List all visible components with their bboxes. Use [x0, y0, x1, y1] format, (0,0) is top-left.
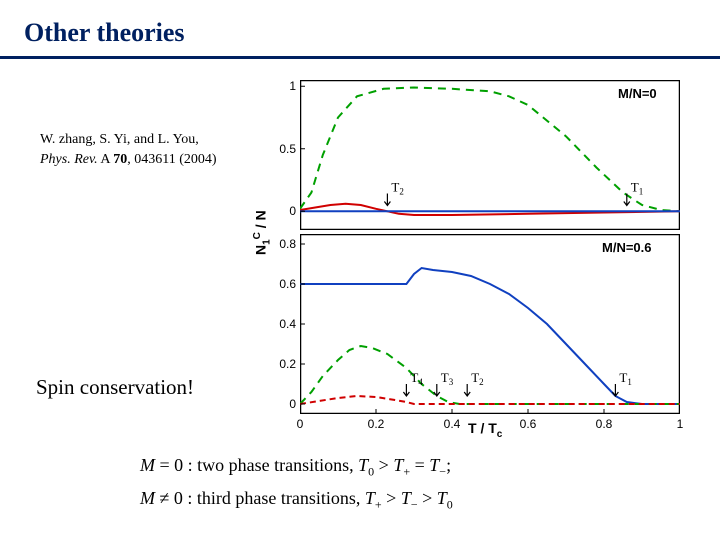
xlabel-pre: T / T — [468, 420, 497, 436]
xtick-label: 0 — [290, 417, 310, 431]
xtick-label: 0.2 — [366, 417, 386, 431]
mn-label-top: M/N=0 — [618, 86, 657, 101]
eq1-eq: = — [410, 455, 429, 475]
eq2-T0: T — [437, 488, 447, 508]
eq1-semi: ; — [446, 455, 451, 475]
eq2-gt1: > — [382, 488, 401, 508]
eq2-T0-sub: 0 — [447, 497, 453, 511]
slide-title: Other theories — [24, 18, 185, 48]
eq2-Tm: T — [401, 488, 411, 508]
ytick-label: 0.6 — [272, 277, 296, 291]
xtick-label: 0.4 — [442, 417, 462, 431]
equation-line-1: M = 0 : two phase transitions, T0 > T+ =… — [140, 455, 453, 480]
xtick-label: 0.8 — [594, 417, 614, 431]
eq1-gt1: > — [374, 455, 393, 475]
citation-authors: W. zhang, S. Yi, and L. You, — [40, 132, 199, 147]
equation-line-2: M ≠ 0 : third phase transitions, T+ > T−… — [140, 488, 453, 513]
citation-rest2: , 043611 (2004) — [127, 152, 216, 167]
eq1-T0: T — [358, 455, 368, 475]
svg-text:T2: T2 — [471, 370, 483, 387]
ytick-label: 0.2 — [272, 357, 296, 371]
svg-text:T4: T4 — [410, 370, 423, 387]
eq2-Tm-sub: − — [411, 497, 418, 511]
eq2-M: M — [140, 488, 155, 508]
svg-text:T1: T1 — [619, 370, 631, 387]
eq1-text: = 0 : two phase transitions, — [155, 455, 358, 475]
eq2-Tp: T — [365, 488, 375, 508]
citation-vol: 70 — [113, 152, 127, 167]
svg-text:T1: T1 — [631, 180, 643, 197]
xtick-label: 0.6 — [518, 417, 538, 431]
title-underline — [0, 56, 720, 59]
ytick-label: 0 — [272, 204, 296, 218]
eq1-Tp: T — [393, 455, 403, 475]
x-axis-label: T / Tc — [468, 420, 502, 440]
ytick-label: 0 — [272, 397, 296, 411]
eq1-M: M — [140, 455, 155, 475]
y-axis-label: N1C / N — [252, 210, 272, 255]
ytick-label: 0.8 — [272, 237, 296, 251]
svg-text:T3: T3 — [441, 370, 454, 387]
citation-journal: Phys. Rev. — [40, 152, 98, 167]
eq1-Tm: T — [429, 455, 439, 475]
mn-label-bottom: M/N=0.6 — [602, 240, 652, 255]
eq2-text: ≠ 0 : third phase transitions, — [155, 488, 365, 508]
ytick-label: 0.4 — [272, 317, 296, 331]
ytick-label: 1 — [272, 79, 296, 93]
chart-bottom: T4 T3 T2 T1 — [300, 234, 680, 414]
ytick-label: 0.5 — [272, 142, 296, 156]
eq2-Tp-sub: + — [375, 497, 382, 511]
chart-top: T2 T1 — [300, 80, 680, 230]
svg-text:T2: T2 — [391, 180, 403, 197]
equations-block: M = 0 : two phase transitions, T0 > T+ =… — [140, 455, 453, 520]
citation-block: W. zhang, S. Yi, and L. You, Phys. Rev. … — [40, 130, 270, 169]
spin-conservation-text: Spin conservation! — [36, 375, 194, 400]
xtick-label: 1 — [670, 417, 690, 431]
citation-rest1: A — [98, 152, 114, 167]
xlabel-sub: c — [497, 429, 503, 440]
eq2-gt2: > — [418, 488, 437, 508]
